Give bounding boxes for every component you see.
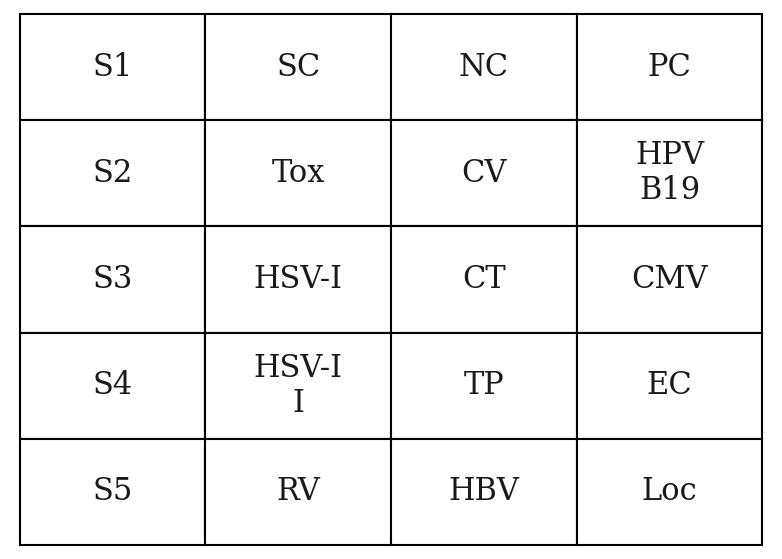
Bar <box>391 226 577 333</box>
Bar <box>205 120 391 226</box>
Text: NC: NC <box>459 51 509 83</box>
Text: HPV
B19: HPV B19 <box>635 140 704 206</box>
Text: Loc: Loc <box>642 476 698 508</box>
Bar <box>20 120 206 226</box>
Bar <box>391 333 577 439</box>
Text: HBV: HBV <box>448 476 519 508</box>
Text: SC: SC <box>276 51 321 83</box>
Bar <box>205 333 391 439</box>
Bar <box>391 14 577 120</box>
Text: S2: S2 <box>92 158 133 189</box>
Bar <box>205 226 391 333</box>
Bar <box>576 120 762 226</box>
Text: HSV-I
I: HSV-I I <box>253 353 343 419</box>
Text: PC: PC <box>647 51 691 83</box>
Text: S1: S1 <box>92 51 133 83</box>
Text: Tox: Tox <box>271 158 325 189</box>
Text: S4: S4 <box>92 370 132 401</box>
Bar <box>205 439 391 545</box>
Bar <box>20 14 206 120</box>
Text: EC: EC <box>647 370 693 401</box>
Bar <box>20 439 206 545</box>
Bar <box>576 14 762 120</box>
Text: CMV: CMV <box>631 264 708 295</box>
Bar <box>576 439 762 545</box>
Bar <box>576 333 762 439</box>
Bar <box>205 14 391 120</box>
Text: S5: S5 <box>92 476 133 508</box>
Text: S3: S3 <box>92 264 133 295</box>
Text: HSV-I: HSV-I <box>253 264 343 295</box>
Bar <box>391 120 577 226</box>
Text: RV: RV <box>276 476 320 508</box>
Bar <box>20 226 206 333</box>
Bar <box>576 226 762 333</box>
Text: TP: TP <box>464 370 504 401</box>
Bar <box>20 333 206 439</box>
Text: CV: CV <box>461 158 507 189</box>
Text: CT: CT <box>462 264 506 295</box>
Bar <box>391 439 577 545</box>
